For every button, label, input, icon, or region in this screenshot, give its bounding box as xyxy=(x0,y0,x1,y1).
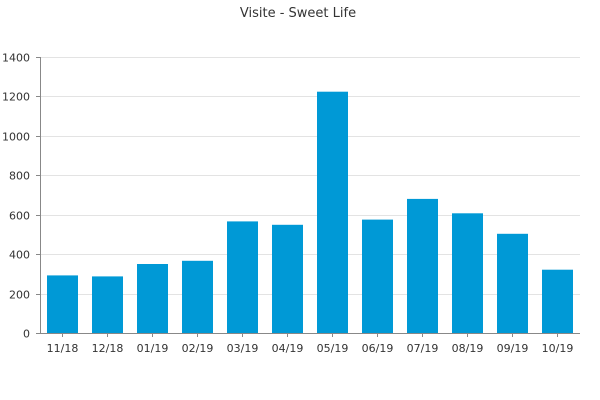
x-tick-label: 04/19 xyxy=(272,342,304,355)
bar xyxy=(272,224,303,333)
y-tick-label: 200 xyxy=(9,289,30,302)
bars xyxy=(47,91,573,333)
bar xyxy=(497,233,528,333)
x-tick-label: 05/19 xyxy=(317,342,349,355)
x-tick-label: 06/19 xyxy=(362,342,394,355)
bar xyxy=(47,275,78,333)
bar xyxy=(182,260,213,333)
chart-title: Visite - Sweet Life xyxy=(240,6,356,21)
y-tick-label: 1400 xyxy=(2,52,30,65)
y-tick-label: 1200 xyxy=(2,91,30,104)
x-tick-label: 08/19 xyxy=(452,342,484,355)
bar xyxy=(362,219,393,333)
y-tick-label: 1000 xyxy=(2,131,30,144)
bar xyxy=(137,264,168,333)
bar xyxy=(317,91,348,333)
x-tick-label: 03/19 xyxy=(227,342,259,355)
bar xyxy=(407,198,438,333)
x-tick-label: 10/19 xyxy=(542,342,574,355)
x-tick-labels: 11/18 12/18 01/19 02/19 03/19 04/19 05/19 06/19… xyxy=(47,342,574,355)
axes xyxy=(36,57,580,337)
y-tick-label: 0 xyxy=(23,328,30,341)
grid-lines xyxy=(40,57,580,295)
x-tick-label: 11/18 xyxy=(47,342,79,355)
bar xyxy=(452,213,483,333)
x-tick-label: 09/19 xyxy=(497,342,529,355)
y-tick-label: 800 xyxy=(9,170,30,183)
bar xyxy=(542,269,573,333)
y-tick-labels: 0 200 400 600 800 1000 1200 1400 xyxy=(2,52,30,341)
y-tick-label: 600 xyxy=(9,210,30,223)
bar xyxy=(227,221,258,333)
x-tick-label: 02/19 xyxy=(182,342,214,355)
y-tick-label: 400 xyxy=(9,249,30,262)
x-tick-label: 12/18 xyxy=(92,342,124,355)
bar xyxy=(92,276,123,333)
x-tick-label: 01/19 xyxy=(137,342,169,355)
x-tick-label: 07/19 xyxy=(407,342,439,355)
